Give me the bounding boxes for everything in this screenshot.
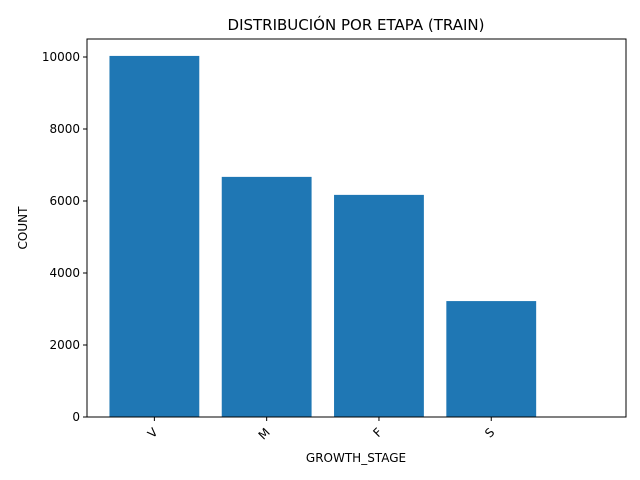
bar-s bbox=[446, 301, 537, 417]
x-tick-label: V bbox=[145, 425, 161, 441]
y-tick-label: 2000 bbox=[49, 338, 80, 352]
x-tick-label: M bbox=[256, 425, 273, 442]
bar-m bbox=[221, 176, 312, 417]
bar-v bbox=[109, 55, 200, 418]
bar-f bbox=[334, 194, 424, 417]
chart-title: DISTRIBUCIÓN POR ETAPA (TRAIN) bbox=[228, 15, 485, 34]
y-tick-label: 8000 bbox=[49, 122, 80, 136]
x-tick-label: S bbox=[482, 425, 497, 440]
bars-group bbox=[109, 55, 537, 418]
plot-frame bbox=[86, 38, 627, 418]
x-axis-label: GROWTH_STAGE bbox=[306, 451, 406, 465]
y-axis-label: COUNT bbox=[16, 206, 30, 250]
y-tick-label: 10000 bbox=[42, 50, 80, 64]
y-tick-label: 4000 bbox=[49, 266, 80, 280]
y-tick-label: 0 bbox=[72, 410, 80, 424]
y-tick-label: 6000 bbox=[49, 194, 80, 208]
x-tick-label: F bbox=[370, 425, 385, 440]
y-axis: 0 2000 4000 6000 8000 10000 bbox=[42, 50, 87, 424]
